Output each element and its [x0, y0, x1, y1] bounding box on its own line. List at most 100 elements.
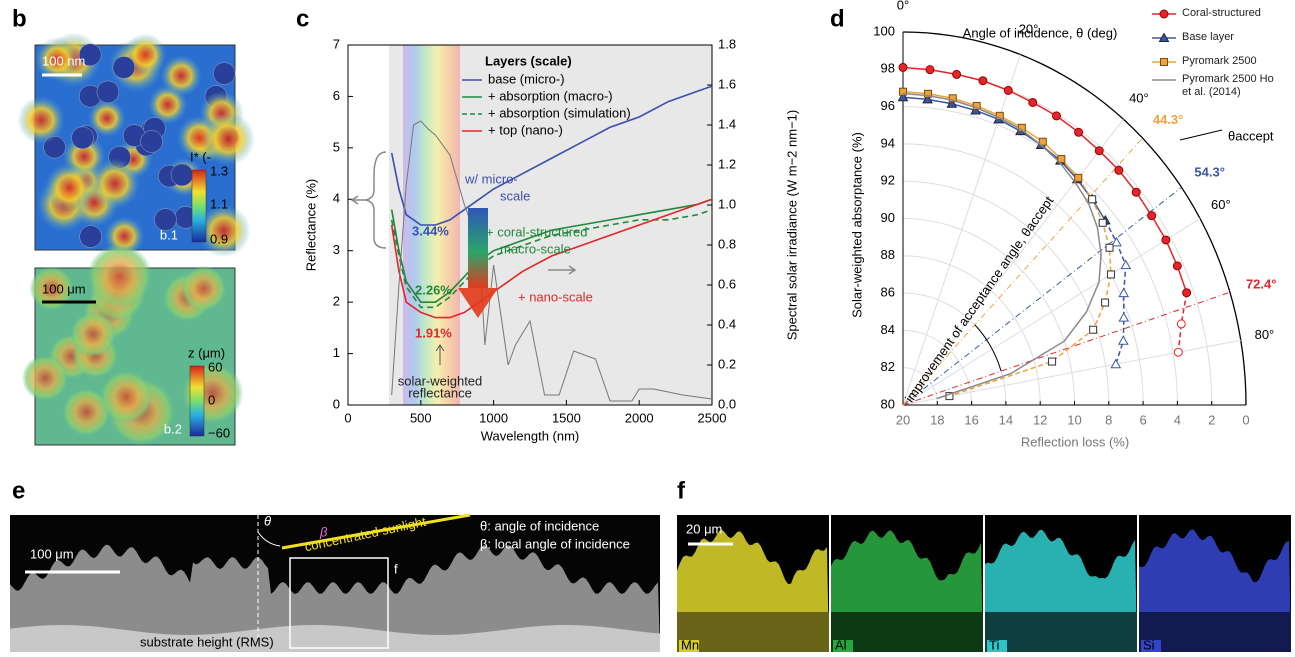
x-tick-label: 12: [1033, 412, 1047, 427]
panel-label: e: [12, 477, 25, 504]
y-tick-label: 100: [873, 23, 895, 38]
marker: [1094, 146, 1104, 156]
brace: [365, 151, 387, 249]
mound: [29, 266, 75, 311]
element-label: Al: [835, 637, 847, 652]
y-tick-label: 3: [333, 242, 340, 257]
zoom-box: [289, 557, 389, 649]
series-line: [902, 96, 1106, 221]
annotation: + nano-scale: [518, 289, 593, 304]
annotation: solar-weighted: [398, 373, 483, 388]
x-tick-label: 4: [1174, 412, 1181, 427]
series-line: [949, 177, 1112, 397]
angle-tick-label: 40°: [1129, 91, 1149, 106]
particle: [112, 56, 136, 79]
series-line: [390, 208, 713, 309]
marker: [1057, 155, 1066, 164]
marker: [1048, 357, 1057, 366]
mound: [21, 354, 69, 402]
x-tick-label: 0: [344, 410, 351, 425]
annotation: w/ micro-: [464, 171, 518, 186]
y2-tick-label: 1.2: [718, 156, 736, 171]
series-line: [1177, 292, 1188, 353]
y2-tick-label: 1.6: [718, 76, 736, 91]
accept-label: 72.4°: [1246, 276, 1277, 291]
field-blob: [197, 204, 251, 258]
annotation: β: local angle of incidence: [480, 536, 630, 551]
angle-tick-label: 20°: [1019, 21, 1039, 36]
particle: [154, 208, 177, 231]
y-axis-title: Reflectance (%): [303, 179, 318, 271]
x-tick-label: 500: [410, 410, 432, 425]
arc-arrow: [974, 324, 1002, 372]
marker: [1161, 235, 1171, 245]
x-tick-label: 0: [1242, 412, 1249, 427]
field-blob: [44, 162, 95, 213]
marker: [946, 98, 958, 108]
mound: [180, 265, 227, 312]
colorbar-tick: −60: [208, 425, 230, 440]
y-tick-label: 2: [333, 294, 340, 309]
element-tag-bg: [679, 640, 699, 652]
element-tag-bg: [1141, 640, 1161, 652]
y-tick-label: 5: [333, 139, 340, 154]
y2-tick-label: 1.4: [718, 116, 736, 131]
legend-entry: Base layer: [1182, 31, 1234, 43]
accept-label: 44.3°: [1153, 112, 1184, 127]
substrate-map: [1139, 612, 1291, 652]
scale-label: 100 μm: [42, 281, 86, 296]
x-tick-label: 2: [1208, 412, 1215, 427]
marker: [1173, 347, 1183, 357]
marker: [1117, 335, 1129, 345]
particle: [170, 163, 194, 187]
legend-entry: Coral-structured: [1182, 7, 1261, 19]
substrate-map: [831, 612, 983, 652]
colorbar-tick: 0.9: [210, 231, 228, 246]
marker: [1160, 58, 1168, 66]
legend-entry: Pyromark 2500 Ho et al. (2014): [1182, 73, 1274, 98]
series-line: [391, 120, 713, 402]
panel-label: f: [677, 477, 686, 504]
substrate: [10, 625, 660, 652]
mound: [99, 370, 153, 424]
y2-tick-label: 1.0: [718, 196, 736, 211]
grid-arc: [902, 31, 1247, 406]
marker: [1111, 236, 1122, 247]
y-tick-label: 80: [881, 396, 895, 411]
particle: [213, 62, 236, 85]
legend-label: + top (nano-): [488, 122, 563, 137]
annotation: scale: [500, 188, 530, 203]
annotation: macro-scale: [500, 241, 571, 256]
x-axis-title: Reflection loss (%): [1021, 434, 1129, 449]
marker: [1147, 211, 1157, 221]
panel-tag: b.1: [160, 227, 178, 242]
y-tick-label: 1: [333, 345, 340, 360]
marker: [899, 87, 907, 96]
scale-label: 100 nm: [42, 53, 85, 68]
annotation: improvement of acceptance angle, θaccept: [902, 193, 1057, 405]
axis-arrow: [350, 195, 366, 205]
grid-arc: [902, 180, 1110, 406]
mound: [62, 387, 111, 437]
x-tick-label: 1500: [552, 410, 581, 425]
colorbar: [189, 365, 205, 437]
axis-arrow: [548, 265, 577, 275]
y2-axis-title: Spectral solar irradiance (W m−2 nm−1): [784, 110, 799, 340]
coral-structure: [10, 544, 660, 652]
marker: [948, 94, 957, 103]
marker: [952, 69, 962, 79]
legend-label: Pyromark 2500: [1182, 55, 1257, 67]
element-tag-bg: [987, 640, 1007, 652]
legend-label: Base layer: [1182, 31, 1234, 43]
y2-tick-label: 0.8: [718, 236, 736, 251]
x-tick-label: 6: [1139, 412, 1146, 427]
marker: [1158, 32, 1170, 42]
particle: [78, 43, 102, 67]
arrow-shaft: [468, 208, 488, 288]
series-line: [390, 85, 713, 226]
legend-entry: Pyromark 2500: [1182, 55, 1257, 67]
marker: [1051, 111, 1061, 121]
marker: [1159, 9, 1169, 19]
y-tick-label: 94: [881, 135, 895, 150]
x-tick-label: 10: [1067, 412, 1081, 427]
